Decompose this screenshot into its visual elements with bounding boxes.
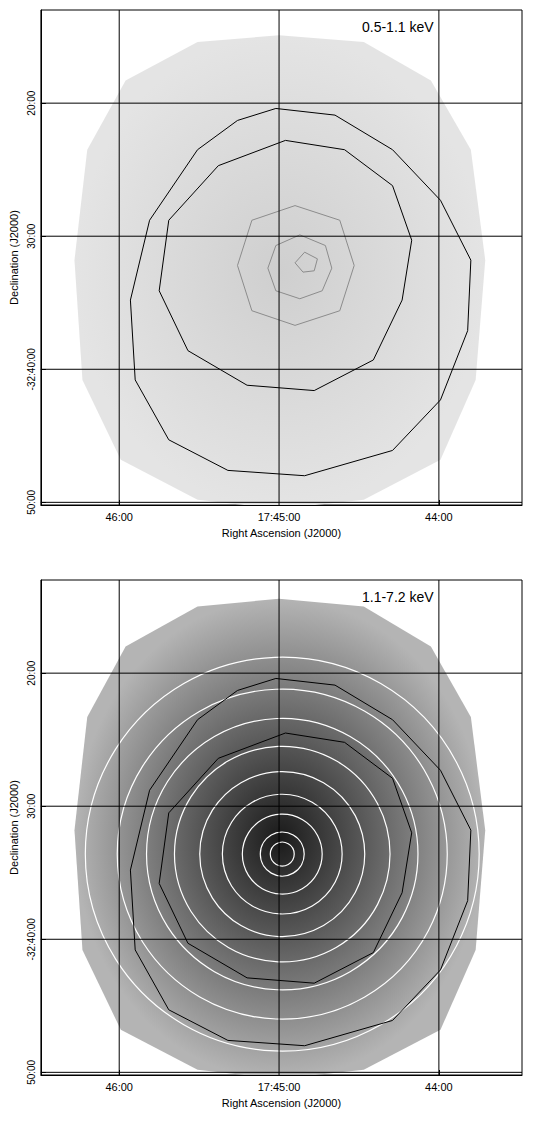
svg-text:-32:40:00: -32:40:00	[26, 348, 37, 391]
svg-text:20:00: 20:00	[26, 90, 37, 115]
svg-text:20:00: 20:00	[26, 660, 37, 685]
svg-text:Right Ascension (J2000): Right Ascension (J2000)	[222, 527, 341, 539]
svg-text:Declination (J2000): Declination (J2000)	[8, 210, 20, 305]
svg-text:30:00: 30:00	[26, 223, 37, 248]
svg-text:46:00: 46:00	[105, 1081, 133, 1093]
svg-text:17:45:00: 17:45:00	[258, 511, 301, 523]
svg-text:50:00: 50:00	[26, 1059, 37, 1084]
svg-text:0.5-1.1 keV: 0.5-1.1 keV	[362, 19, 434, 35]
svg-text:44:00: 44:00	[425, 1081, 453, 1093]
svg-text:17:45:00: 17:45:00	[258, 1081, 301, 1093]
svg-text:Declination (J2000): Declination (J2000)	[8, 780, 20, 875]
svg-text:46:00: 46:00	[105, 511, 133, 523]
svg-text:50:00: 50:00	[26, 489, 37, 514]
svg-text:30:00: 30:00	[26, 793, 37, 818]
svg-text:1.1-7.2 keV: 1.1-7.2 keV	[362, 589, 434, 605]
svg-text:-32:40:00: -32:40:00	[26, 918, 37, 961]
svg-text:44:00: 44:00	[425, 511, 453, 523]
svg-text:Right Ascension (J2000): Right Ascension (J2000)	[222, 1097, 341, 1109]
